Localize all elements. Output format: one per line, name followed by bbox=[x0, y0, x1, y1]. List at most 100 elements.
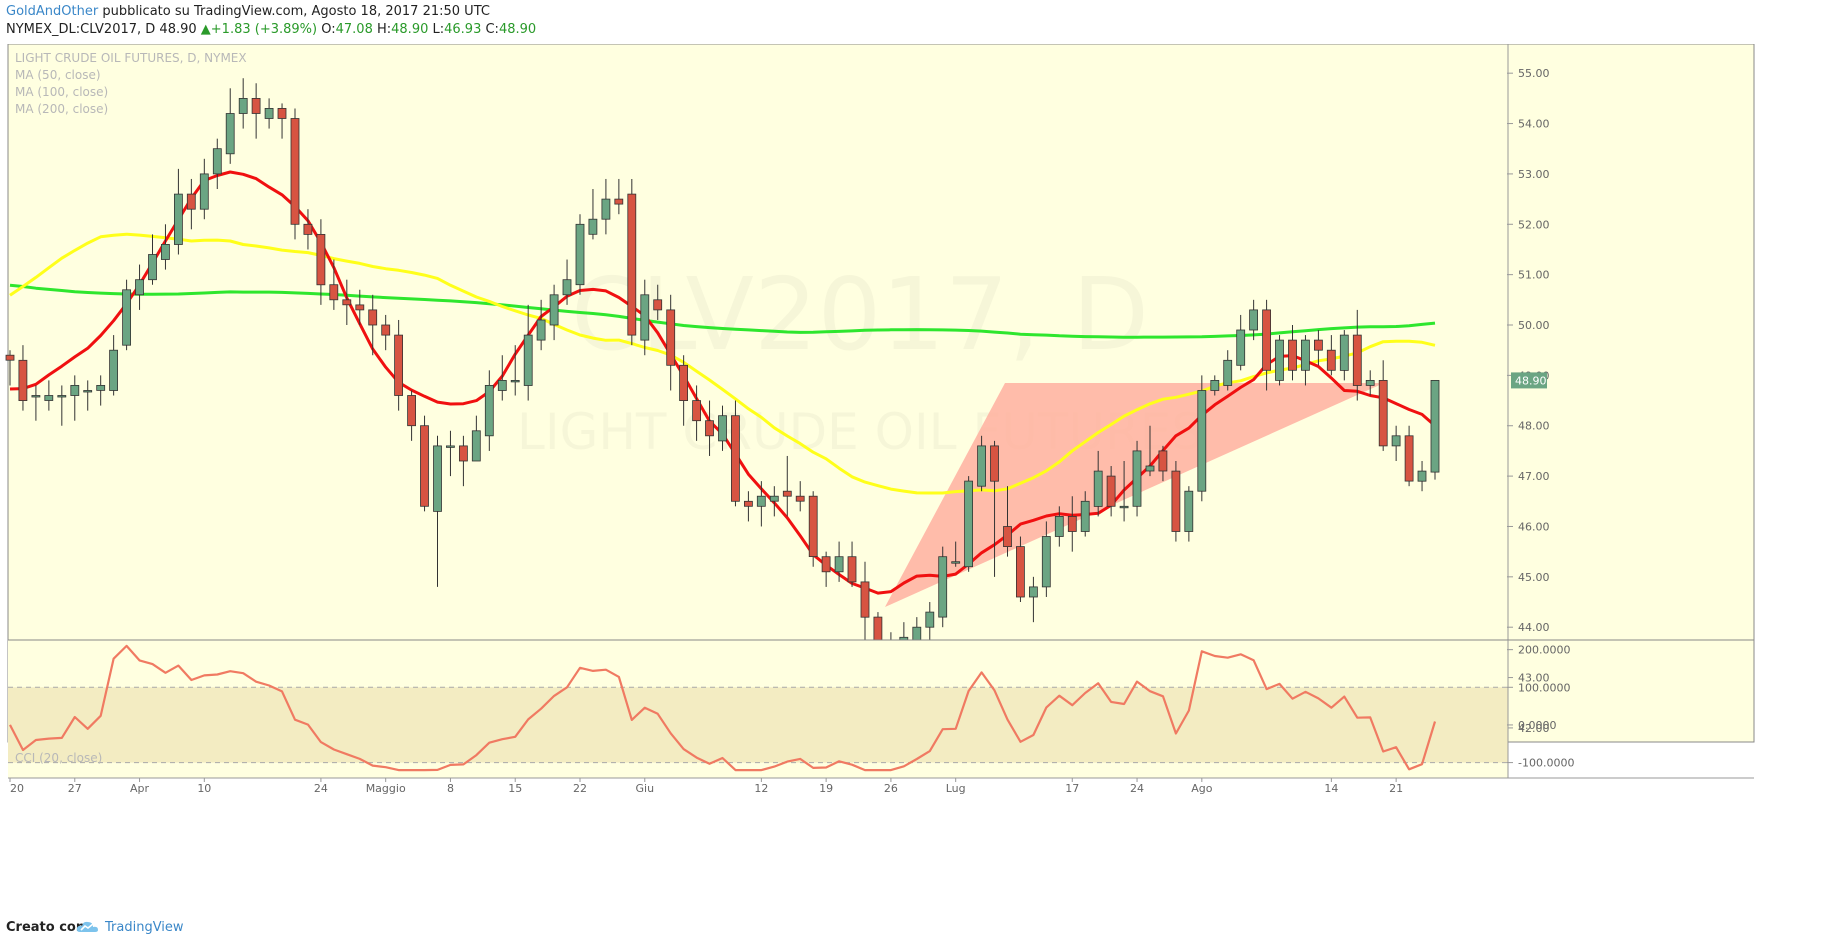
candle-body bbox=[96, 384, 106, 391]
candle-body bbox=[277, 108, 287, 119]
candle-body bbox=[251, 98, 261, 114]
candle-body bbox=[1314, 339, 1323, 351]
price-tick-label: 44.00 bbox=[1518, 621, 1550, 634]
author-link[interactable]: GoldAndOther bbox=[6, 4, 99, 19]
candle-body bbox=[653, 299, 663, 311]
time-tick-label: 20 bbox=[10, 782, 24, 795]
candle-body bbox=[5, 354, 15, 361]
publish-info: pubblicato su TradingView.com, Agosto 18… bbox=[102, 4, 490, 19]
candle-body bbox=[1041, 536, 1051, 588]
low-label: L: bbox=[432, 22, 445, 37]
candle-body bbox=[83, 390, 93, 393]
candle-body bbox=[238, 98, 248, 114]
candle-body bbox=[1339, 334, 1349, 371]
time-tick-label: Maggio bbox=[366, 782, 406, 795]
candle-body bbox=[135, 279, 144, 296]
candle-body bbox=[744, 500, 753, 507]
candle-body bbox=[834, 556, 844, 573]
candle-body bbox=[1404, 435, 1414, 482]
high-label: H: bbox=[376, 22, 392, 37]
candle-body bbox=[601, 198, 611, 220]
candle-body bbox=[1003, 526, 1012, 548]
time-tick-label: 10 bbox=[197, 782, 211, 795]
legend-title: LIGHT CRUDE OIL FUTURES, D, NYMEX bbox=[15, 51, 247, 65]
candle-body bbox=[549, 294, 559, 326]
candle-body bbox=[614, 198, 624, 205]
last-price: 48.90 bbox=[159, 22, 197, 37]
price-tick-label: 43.00 bbox=[1518, 672, 1550, 685]
candle-body bbox=[1158, 450, 1168, 472]
candle-body bbox=[938, 556, 948, 618]
candle-body bbox=[18, 359, 28, 401]
legend-ma200: MA (200, close) bbox=[15, 102, 108, 116]
price-tick-label: 53.00 bbox=[1518, 168, 1550, 181]
time-tick-label: 27 bbox=[68, 782, 82, 795]
candle-body bbox=[290, 118, 300, 225]
candle-body bbox=[173, 193, 183, 245]
candle-body bbox=[795, 495, 805, 502]
price-tick-label: 45.00 bbox=[1518, 571, 1550, 584]
candle-body bbox=[1029, 586, 1038, 598]
candle-body bbox=[1016, 546, 1025, 598]
time-tick-label: 24 bbox=[1130, 782, 1144, 795]
open-value: 47.08 bbox=[335, 22, 373, 37]
time-tick-label: 26 bbox=[884, 782, 898, 795]
candle-body bbox=[368, 309, 378, 326]
candle-body bbox=[264, 108, 274, 119]
candle-body bbox=[718, 415, 727, 442]
footer: Creato con TradingView bbox=[0, 912, 1823, 942]
made-with-label: Creato con bbox=[6, 920, 86, 935]
price-tick-label: 42.00 bbox=[1518, 722, 1550, 735]
candle-body bbox=[329, 284, 339, 301]
cci-tick-label: -100.0000 bbox=[1518, 757, 1574, 770]
candles bbox=[5, 78, 1440, 693]
price-tick-label: 51.00 bbox=[1518, 269, 1550, 282]
candle-body bbox=[342, 299, 352, 306]
candle-body bbox=[1288, 339, 1297, 371]
candle-body bbox=[31, 395, 41, 398]
tradingview-link[interactable]: TradingView bbox=[105, 920, 184, 935]
price-tick-label: 50.00 bbox=[1518, 319, 1550, 332]
chart-canvas[interactable]: CLV2017, D LIGHT CRUDE OIL FUTURES 42.00… bbox=[0, 44, 1823, 912]
candle-body bbox=[1132, 450, 1142, 507]
candle-body bbox=[925, 611, 935, 628]
price-tick-label: 46.00 bbox=[1518, 520, 1550, 533]
time-tick-label: 19 bbox=[819, 782, 833, 795]
time-tick-label: 15 bbox=[508, 782, 522, 795]
time-axis[interactable]: 20 27 Apr 10 24 Maggio 8 15 22 Giu 12 19 26 Lug 17 24 Ag… bbox=[8, 777, 1754, 798]
candle-body bbox=[951, 561, 961, 564]
candle-body bbox=[679, 364, 688, 401]
last-price-label: 48.90 bbox=[1515, 374, 1547, 387]
candle-body bbox=[769, 495, 779, 502]
time-tick-label: Ago bbox=[1191, 782, 1213, 795]
candle-body bbox=[1236, 329, 1246, 366]
high-value: 48.90 bbox=[391, 22, 429, 37]
candle-body bbox=[1391, 435, 1401, 447]
candle-body bbox=[808, 495, 818, 558]
cci-tick-label: 200.0000 bbox=[1518, 644, 1571, 657]
candle-body bbox=[458, 445, 468, 462]
candle-body bbox=[756, 495, 766, 507]
candle-body bbox=[1054, 515, 1064, 537]
price-axis[interactable]: 42.0043.0044.0045.0046.0047.0048.0049.00… bbox=[1507, 44, 1550, 742]
cci-band bbox=[8, 687, 1508, 763]
candle-body bbox=[523, 334, 533, 386]
candle-body bbox=[186, 193, 196, 210]
candle-body bbox=[109, 349, 118, 391]
candle-body bbox=[122, 289, 131, 346]
candle-body bbox=[1210, 379, 1220, 391]
candle-body bbox=[1326, 349, 1336, 371]
candle-body bbox=[1093, 470, 1103, 507]
time-tick-label: 12 bbox=[754, 782, 768, 795]
time-tick-label: 22 bbox=[573, 782, 587, 795]
time-tick-label: 17 bbox=[1065, 782, 1079, 795]
candle-body bbox=[225, 113, 235, 155]
candle-body bbox=[990, 445, 999, 482]
time-tick-label: 24 bbox=[314, 782, 328, 795]
price-tick-label: 54.00 bbox=[1518, 118, 1550, 131]
candle-body bbox=[562, 279, 572, 296]
candle-body bbox=[1223, 359, 1233, 386]
candle-body bbox=[148, 254, 157, 281]
candle-body bbox=[536, 319, 546, 341]
candle-body bbox=[433, 445, 442, 512]
